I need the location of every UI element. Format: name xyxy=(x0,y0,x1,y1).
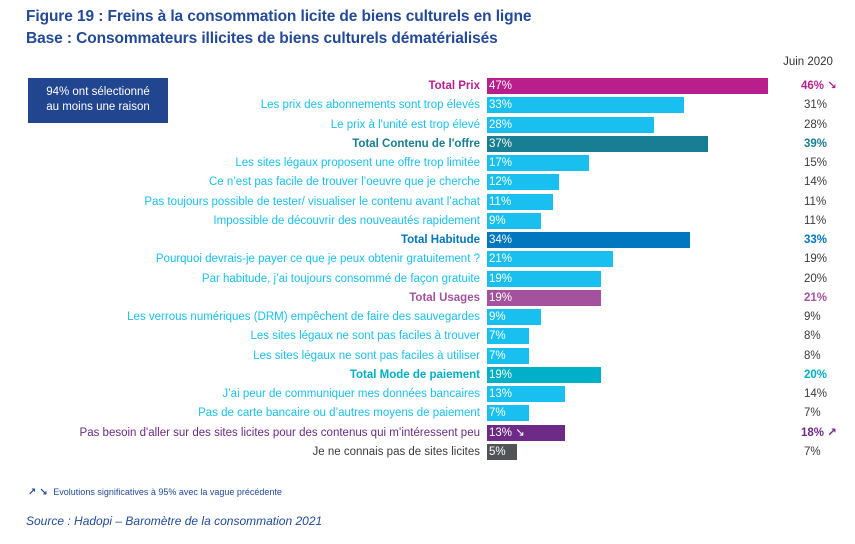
bar xyxy=(487,347,529,364)
previous-value-label: 11% xyxy=(804,195,827,208)
arrow-up-icon: ↗ xyxy=(28,487,37,498)
category-label: Les sites légaux proposent une offre tro… xyxy=(235,157,480,170)
category-label: Total Prix xyxy=(428,80,480,92)
bar-value-label: 28% xyxy=(489,118,513,131)
bar-value-label: 21% xyxy=(489,253,513,266)
figure-title: Figure 19 : Freins à la consommation lic… xyxy=(26,8,532,25)
figure-subtitle: Base : Consommateurs illicites de biens … xyxy=(26,30,498,47)
bar-value-label: 47% xyxy=(489,80,513,92)
bar-value-label: 7% xyxy=(489,349,506,362)
info-box-line-2: au moins une raison xyxy=(46,101,150,113)
previous-value-label: 14% xyxy=(804,388,828,401)
bar xyxy=(487,289,601,306)
category-label: Le prix à l'unité est trop élevé xyxy=(330,118,480,131)
category-label: Les verrous numériques (DRM) empêchent d… xyxy=(127,311,480,324)
previous-value-label: 33% xyxy=(804,234,828,247)
previous-value-label: 9% xyxy=(804,311,821,324)
bar-value-label: 9% xyxy=(489,214,506,227)
category-label: Ce n’est pas facile de trouver l’oeuvre … xyxy=(208,176,480,189)
info-box: 94% ont sélectionné au moins une raison xyxy=(28,78,168,123)
bar xyxy=(487,405,529,422)
arrow-down-icon: ↘ xyxy=(39,487,48,498)
category-label: Je ne connais pas de sites licites xyxy=(312,445,480,458)
previous-value-label: 31% xyxy=(804,99,828,112)
bar xyxy=(487,116,655,133)
bar-value-label: 19% xyxy=(489,272,513,285)
source-note: Source : Hadopi – Baromètre de la consom… xyxy=(26,514,323,528)
bar xyxy=(487,135,709,152)
bar-value-label: 12% xyxy=(489,176,513,189)
bar-value-label: 5% xyxy=(489,445,506,458)
bar xyxy=(487,232,691,249)
legend: ↗ ↘ Evolutions significatives à 95% avec … xyxy=(28,487,282,498)
bar xyxy=(487,386,565,403)
category-label: Total Usages xyxy=(409,291,480,304)
category-label: Impossible de découvrir des nouveautés r… xyxy=(213,214,480,227)
bar-chart: Total Prix 47% 46% ↘ Les prix des abonnemen… xyxy=(79,78,837,460)
bar xyxy=(487,328,529,345)
bar xyxy=(487,212,541,229)
category-label: Pas toujours possible de tester/ visuali… xyxy=(144,195,480,208)
bar xyxy=(487,251,613,268)
category-label: Les sites légaux ne sont pas faciles à t… xyxy=(250,330,481,343)
previous-value-label: 11% xyxy=(804,214,827,227)
previous-value-label: 21% xyxy=(804,291,828,304)
category-label: Pourquoi devrais-je payer ce que je peux… xyxy=(155,253,480,266)
category-label: Par habitude, j’ai toujours consommé de … xyxy=(201,272,480,285)
previous-value-label: 20% xyxy=(804,368,828,381)
previous-value-label: 20% xyxy=(804,272,828,285)
previous-value-label: 18% ↗ xyxy=(801,426,837,439)
bar xyxy=(487,97,685,114)
previous-value-label: 7% xyxy=(804,445,821,458)
bar xyxy=(487,270,601,287)
bar-value-label: 33% xyxy=(489,99,513,112)
previous-value-label: 28% xyxy=(804,118,828,131)
bar-value-label: 11% xyxy=(489,195,512,208)
previous-value-label: 15% xyxy=(804,157,828,170)
bar xyxy=(487,78,769,94)
bar-value-label: 9% xyxy=(489,311,506,324)
bar-value-label: 13% ↘ xyxy=(489,426,525,439)
bar-value-label: 13% xyxy=(489,388,513,401)
info-box-line-1: 94% ont sélectionné xyxy=(46,86,150,98)
previous-value-label: 8% xyxy=(804,330,821,343)
bar xyxy=(487,174,559,191)
comparison-column-header: Juin 2020 xyxy=(783,56,833,68)
bar xyxy=(487,443,517,460)
bar-value-label: 37% xyxy=(489,137,513,150)
category-label: Les prix des abonnements sont trop élevé… xyxy=(260,99,480,112)
category-label: Total Contenu de l'offre xyxy=(352,137,480,150)
category-label: Pas besoin d'aller sur des sites licites… xyxy=(79,426,480,439)
previous-value-label: 19% xyxy=(804,253,828,266)
bar xyxy=(487,193,553,210)
category-label: Les sites légaux ne sont pas faciles à u… xyxy=(253,349,480,362)
category-label: Pas de carte bancaire ou d’autres moyens… xyxy=(198,407,480,420)
bar xyxy=(487,155,589,172)
category-label: Total Habitude xyxy=(400,234,480,247)
category-label: Total Mode de paiement xyxy=(349,368,480,381)
bar-value-label: 34% xyxy=(489,234,513,247)
bar-value-label: 19% xyxy=(489,368,513,381)
bar xyxy=(487,309,541,326)
bar-value-label: 7% xyxy=(489,407,506,420)
bar-value-label: 19% xyxy=(489,291,513,304)
previous-value-label: 46% ↘ xyxy=(801,80,837,92)
previous-value-label: 14% xyxy=(804,176,828,189)
category-label: J’ai peur de communiquer mes données ban… xyxy=(222,388,480,401)
bar xyxy=(487,424,565,441)
previous-value-label: 39% xyxy=(804,137,828,150)
bar-value-label: 17% xyxy=(489,157,513,170)
previous-value-label: 8% xyxy=(804,349,821,362)
previous-value-label: 7% xyxy=(804,407,821,420)
legend-text: Evolutions significatives à 95% avec la … xyxy=(53,487,282,497)
bar-value-label: 7% xyxy=(489,330,506,343)
bar xyxy=(487,366,601,383)
